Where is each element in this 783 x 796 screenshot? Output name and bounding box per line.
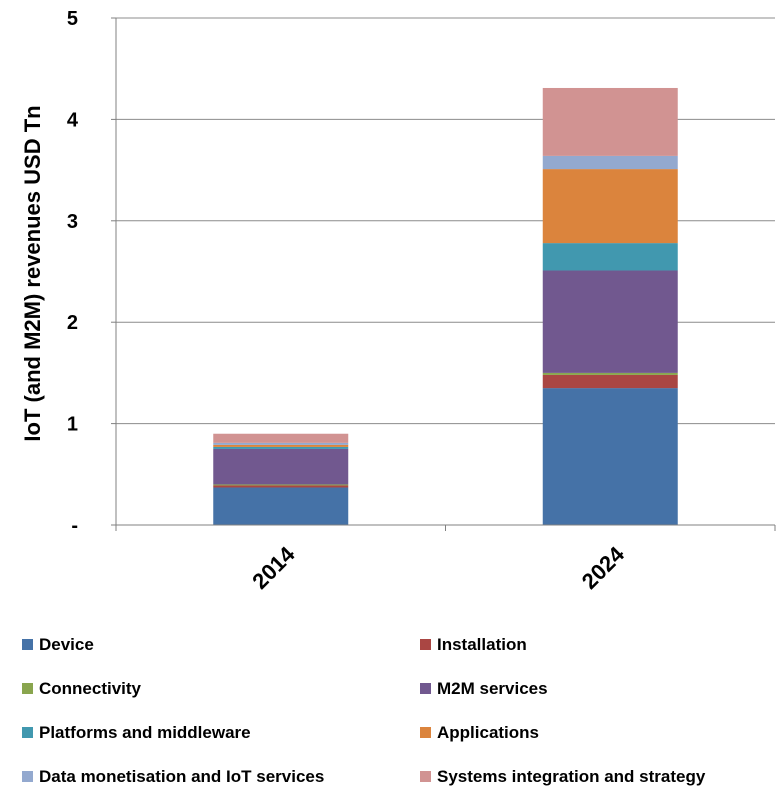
- legend-swatch: [22, 727, 33, 738]
- legend-label: Device: [39, 635, 94, 654]
- legend-label: Systems integration and strategy: [437, 767, 706, 786]
- y-tick-label: 2: [67, 312, 78, 334]
- bar-segment: [213, 448, 349, 485]
- legend-label: Installation: [437, 635, 527, 654]
- legend-swatch: [420, 771, 431, 782]
- x-tick-labels: 2014 2024: [247, 541, 629, 594]
- y-tick-labels: - 1 2 3 4 5: [67, 8, 79, 537]
- bars: [213, 87, 678, 525]
- legend-swatch: [420, 683, 431, 694]
- y-tick-label: 5: [67, 8, 78, 30]
- bar-segment: [542, 87, 678, 156]
- legend-swatch: [420, 639, 431, 650]
- bar-segment: [213, 485, 349, 488]
- legend-label: M2M services: [437, 679, 548, 698]
- bar-segment: [213, 442, 349, 445]
- legend-label: Applications: [437, 723, 539, 742]
- y-tick-label: 3: [67, 211, 78, 233]
- x-tick-label: 2014: [247, 541, 300, 594]
- legend-swatch: [22, 639, 33, 650]
- legend-swatch: [22, 683, 33, 694]
- bar-segment: [213, 444, 349, 447]
- bar-segment: [213, 433, 349, 443]
- bar-segment: [213, 484, 349, 486]
- bar-segment: [542, 374, 678, 389]
- y-tick-label: -: [71, 515, 78, 537]
- bar-segment: [542, 169, 678, 244]
- bar-segment: [213, 446, 349, 449]
- legend-label: Connectivity: [39, 679, 142, 698]
- y-axis-label: IoT (and M2M) revenues USD Tn: [20, 105, 45, 441]
- bar-segment: [542, 243, 678, 271]
- legend: Device Installation Connectivity M2M servic…: [22, 635, 706, 786]
- x-tick-label: 2024: [577, 541, 630, 594]
- legend-swatch: [420, 727, 431, 738]
- bar-segment: [542, 388, 678, 525]
- bar-segment: [542, 155, 678, 170]
- y-tick-label: 1: [67, 414, 78, 436]
- legend-label: Platforms and middleware: [39, 723, 251, 742]
- bar-segment: [213, 487, 349, 525]
- legend-label: Data monetisation and IoT services: [39, 767, 324, 786]
- y-tick-label: 4: [67, 109, 79, 131]
- bar-segment: [542, 270, 678, 373]
- legend-swatch: [22, 771, 33, 782]
- bar-segment: [542, 372, 678, 375]
